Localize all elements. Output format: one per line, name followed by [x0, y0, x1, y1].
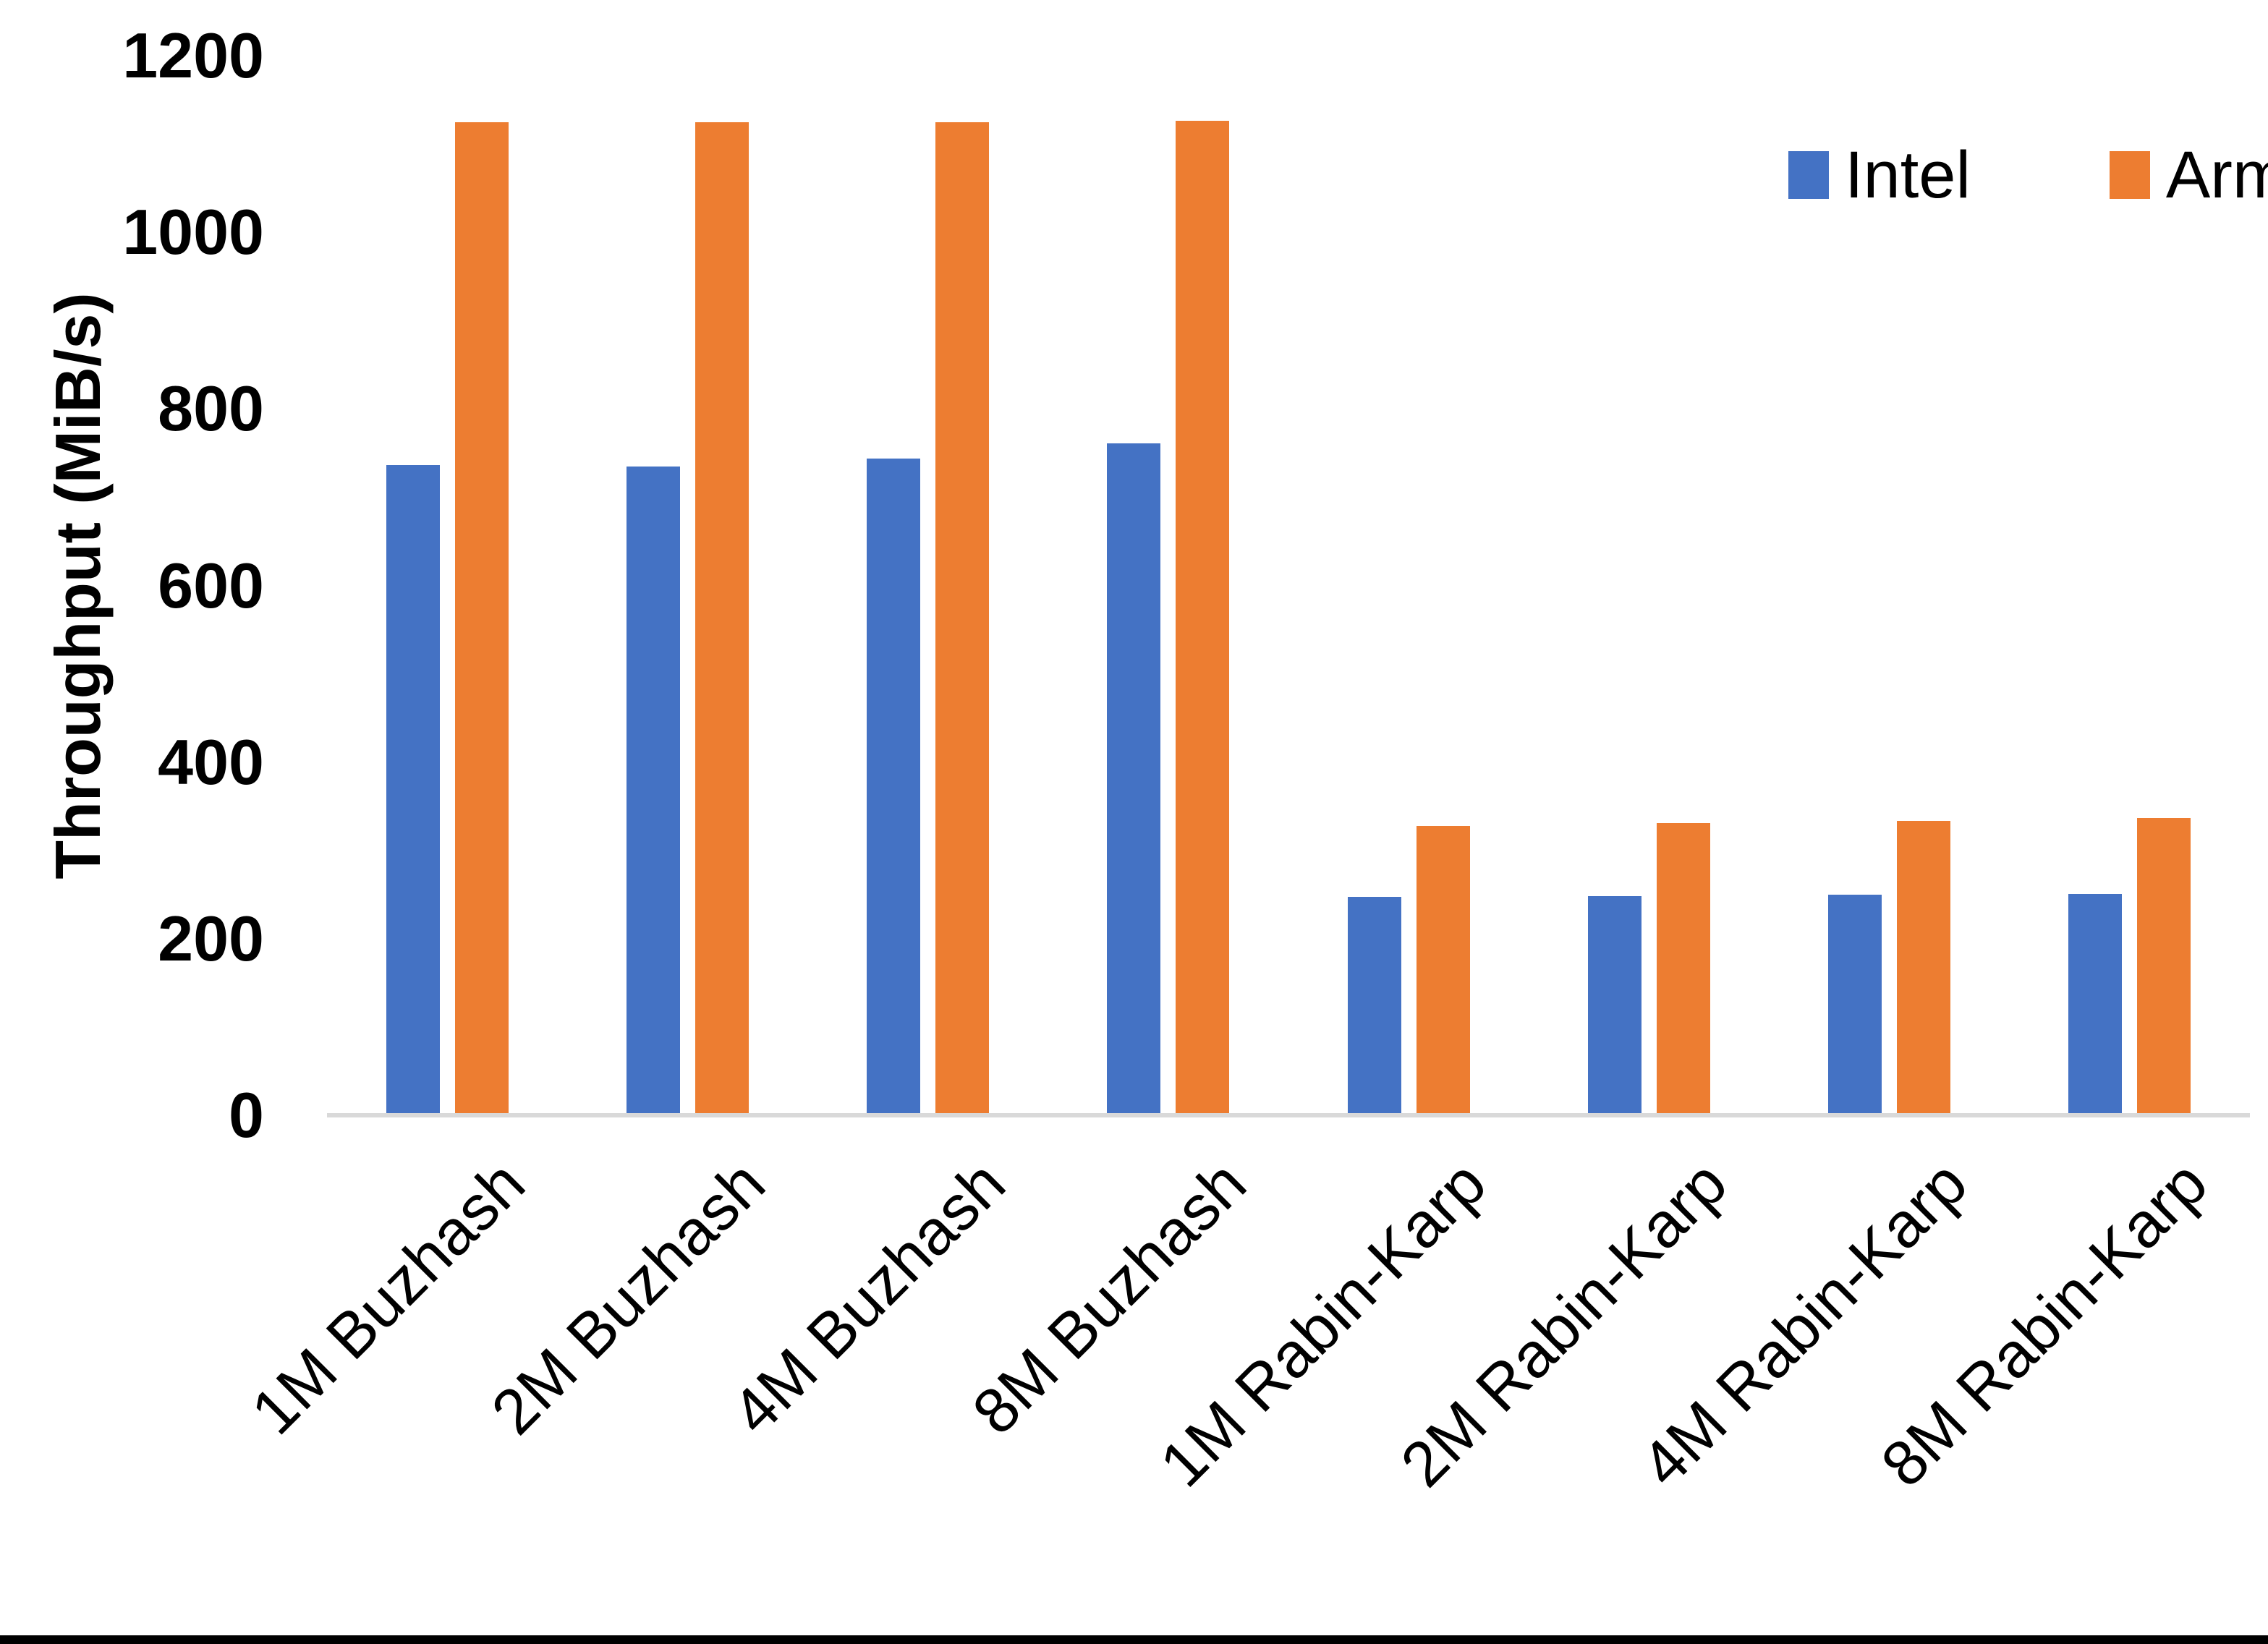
- bar-intel-4m-buzhash: [867, 458, 921, 1115]
- bar-intel-1m-rabin-karp: [1347, 897, 1401, 1115]
- bar-intel-8m-rabin-karp: [2068, 893, 2123, 1115]
- legend-item-arm: Arm: [2109, 138, 2268, 212]
- bar-intel-8m-buzhash: [1107, 443, 1161, 1115]
- y-tick-label-0: 0: [229, 1079, 264, 1151]
- y-tick-label-400: 400: [158, 725, 264, 798]
- y-tick-label-1200: 1200: [122, 20, 264, 91]
- bar-intel-2m-buzhash: [626, 466, 680, 1115]
- bar-arm-8m-rabin-karp: [2137, 817, 2191, 1115]
- bar-intel-2m-rabin-karp: [1587, 896, 1641, 1115]
- bar-arm-4m-rabin-karp: [1897, 821, 1951, 1115]
- legend-item-intel: Intel: [1788, 142, 1971, 208]
- bar-arm-1m-rabin-karp: [1416, 825, 1470, 1115]
- bar-arm-8m-buzhash: [1176, 121, 1230, 1115]
- legend-label-arm: Arm: [2165, 138, 2268, 212]
- y-tick-label-1000: 1000: [122, 196, 264, 268]
- bar-intel-1m-buzhash: [386, 465, 440, 1115]
- legend: Intel Arm: [1788, 142, 2268, 208]
- bar-intel-4m-rabin-karp: [1828, 894, 1882, 1115]
- y-tick-label-600: 600: [158, 549, 264, 621]
- y-tick-label-200: 200: [158, 902, 264, 974]
- bar-arm-2m-rabin-karp: [1656, 822, 1710, 1115]
- legend-label-intel: Intel: [1845, 138, 1971, 212]
- intel-series-swatch-icon: [1788, 151, 1829, 199]
- screenshot-bottom-border: [0, 1635, 2268, 1644]
- x-axis-line: [327, 1113, 2250, 1117]
- arm-series-swatch-icon: [2109, 151, 2150, 199]
- bar-arm-4m-buzhash: [935, 122, 990, 1115]
- bar-arm-2m-buzhash: [695, 122, 749, 1115]
- plot-area: [327, 56, 2250, 1115]
- y-tick-label-800: 800: [158, 372, 264, 445]
- bar-arm-1m-buzhash: [454, 122, 509, 1115]
